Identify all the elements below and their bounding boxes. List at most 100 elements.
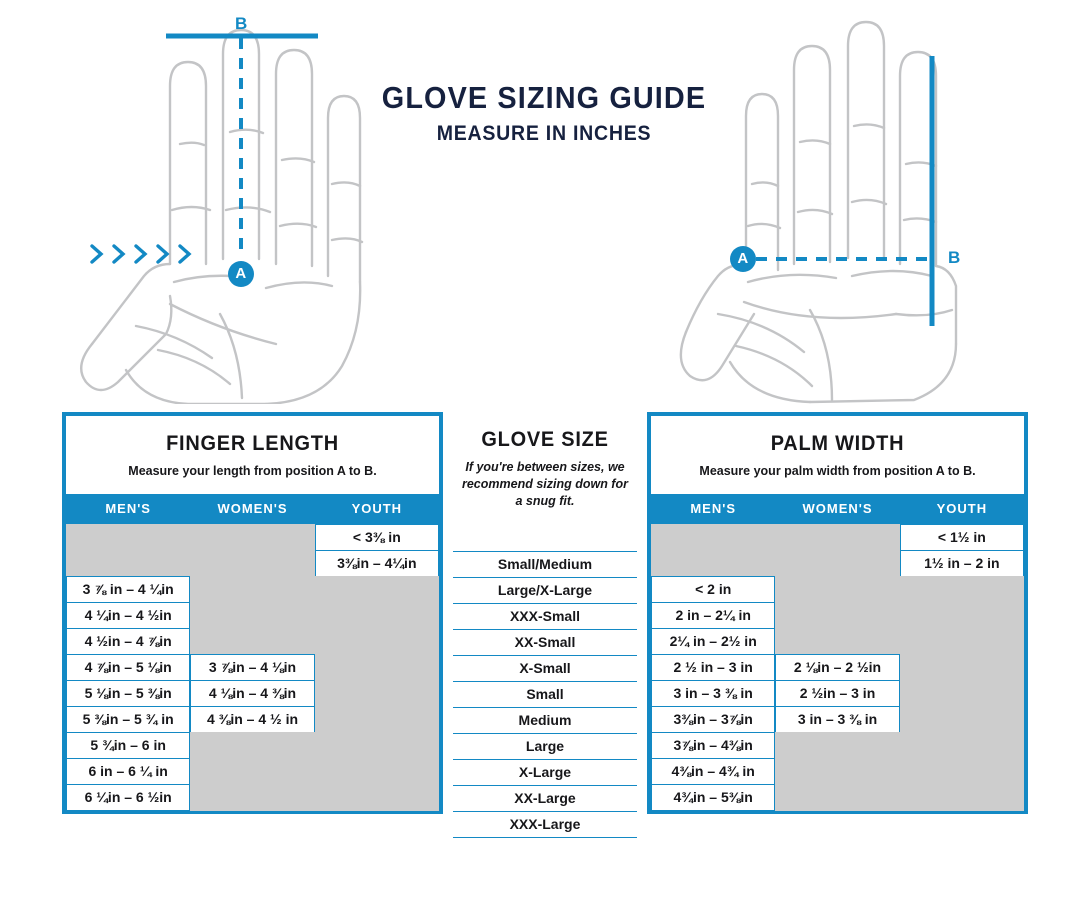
table-cell: X-Large	[452, 758, 638, 786]
table-cell: XX-Small	[452, 628, 638, 656]
table-cell-empty	[314, 731, 439, 759]
table-cell-empty	[66, 549, 191, 577]
table-cell: 3⅞in – 4⅜in	[651, 731, 776, 759]
finger-length-panel: FINGER LENGTH Measure your length from p…	[62, 412, 443, 814]
table-cell-empty	[651, 523, 776, 551]
table-cell-empty	[899, 783, 1024, 811]
palm-width-mens-column: < 2 in 2 in – 2¼ in 2¼ in – 2½ in 2 ½ in – …	[651, 523, 776, 811]
table-cell-empty	[899, 601, 1024, 629]
finger-length-title: FINGER LENGTH	[166, 432, 339, 455]
table-cell: 5 ⅛in – 5 ⅜in	[66, 679, 191, 707]
table-cell: 2 ⅛in – 2 ½in	[775, 653, 900, 681]
table-cell-empty	[190, 783, 315, 811]
table-cell: 3 ⅞ in – 4 ¼in	[66, 575, 191, 603]
glove-size-subtitle: If you're between sizes, we recommend si…	[461, 460, 628, 508]
table-cell-empty	[899, 679, 1024, 707]
palm-width-womens-column: 2 ⅛in – 2 ½in 2 ½in – 3 in 3 in – 3 ⅜ in	[775, 523, 900, 811]
table-cell-empty	[775, 627, 900, 655]
table-cell: 2¼ in – 2½ in	[651, 627, 776, 655]
marker-a-right: A	[730, 246, 756, 272]
col-header-youth: YOUTH	[351, 500, 403, 516]
table-cell-empty	[314, 757, 439, 785]
finger-length-womens-column: 3 ⅞in – 4 ⅛in 4 ⅛in – 4 ⅜in 4 ⅜in – 4 ½ in	[190, 523, 315, 811]
table-cell: < 3⅜ in	[314, 523, 439, 551]
table-cell-empty	[314, 601, 439, 629]
table-cell: 3⅜in – 4¼in	[314, 549, 439, 577]
table-cell-empty	[190, 549, 315, 577]
table-cell-empty	[899, 757, 1024, 785]
table-cell-empty	[314, 679, 439, 707]
finger-length-mens-column: 3 ⅞ in – 4 ¼in 4 ¼in – 4 ½in 4 ½in – 4 ⅞in…	[66, 523, 191, 811]
right-hand-svg	[679, 20, 958, 404]
table-cell-empty	[190, 731, 315, 759]
table-cell: 2 ½ in – 3 in	[651, 653, 776, 681]
glove-size-title: GLOVE SIZE	[481, 428, 609, 451]
table-cell: 4 ⅛in – 4 ⅜in	[190, 679, 315, 707]
table-cell: XXX-Large	[452, 810, 638, 838]
direction-chevrons	[90, 244, 192, 264]
table-cell-empty	[66, 523, 191, 551]
finger-length-youth-column: < 3⅜ in 3⅜in – 4¼in	[314, 523, 439, 811]
table-cell: 4 ¼in – 4 ½in	[66, 601, 191, 629]
table-cell: Small/Medium	[452, 550, 638, 578]
glove-size-grid: Small/Medium Large/X-Large XXX-Small XX-Sma…	[452, 550, 638, 838]
table-cell: 3⅜in – 3⅞in	[651, 705, 776, 733]
palm-width-panel: PALM WIDTH Measure your palm width from …	[647, 412, 1028, 814]
table-cell: XX-Large	[452, 784, 638, 812]
left-hand-svg	[80, 28, 364, 406]
table-cell-empty	[314, 783, 439, 811]
glove-size-caption: GLOVE SIZE If you're between sizes, we r…	[452, 412, 638, 520]
table-cell: Large	[452, 732, 638, 760]
finger-length-hand-illustration: A B	[70, 14, 370, 409]
table-cell: 1½ in – 2 in	[899, 549, 1024, 577]
col-header-womens: WOMEN'S	[217, 500, 288, 516]
table-cell: 4¾in – 5⅜in	[651, 783, 776, 811]
palm-width-grid: < 2 in 2 in – 2¼ in 2¼ in – 2½ in 2 ½ in – …	[647, 523, 1028, 814]
finger-length-grid: 3 ⅞ in – 4 ¼in 4 ¼in – 4 ½in 4 ½in – 4 ⅞in…	[62, 523, 443, 814]
col-header-mens: MEN'S	[690, 500, 736, 516]
table-cell-empty	[190, 575, 315, 603]
glove-size-column: Small/Medium Large/X-Large XXX-Small XX-Sma…	[452, 550, 638, 838]
table-cell-empty	[775, 523, 900, 551]
table-cell-empty	[190, 523, 315, 551]
table-cell: XXX-Small	[452, 602, 638, 630]
table-cell: 6 ¼in – 6 ½in	[66, 783, 191, 811]
col-header-mens: MEN'S	[105, 500, 151, 516]
palm-width-youth-column: < 1½ in 1½ in – 2 in	[899, 523, 1024, 811]
table-cell-empty	[899, 731, 1024, 759]
table-cell-empty	[775, 601, 900, 629]
finger-length-column-headers: MEN'S WOMEN'S YOUTH	[62, 493, 443, 524]
table-cell-empty	[775, 731, 900, 759]
table-cell-empty	[775, 757, 900, 785]
table-cell-empty	[899, 575, 1024, 603]
marker-b-left: B	[235, 14, 248, 33]
col-header-womens: WOMEN'S	[802, 500, 873, 516]
table-cell-empty	[314, 653, 439, 681]
sizing-tables: FINGER LENGTH Measure your length from p…	[62, 412, 1028, 838]
glove-size-header-spacer	[452, 519, 638, 551]
col-header-youth: YOUTH	[936, 500, 988, 516]
palm-width-title: PALM WIDTH	[770, 432, 905, 455]
table-cell: 3 ⅞in – 4 ⅛in	[190, 653, 315, 681]
table-cell-empty	[899, 705, 1024, 733]
table-cell: < 2 in	[651, 575, 776, 603]
table-cell-empty	[190, 757, 315, 785]
table-cell-empty	[314, 705, 439, 733]
table-cell: 2 ½in – 3 in	[775, 679, 900, 707]
marker-a-left: A	[228, 261, 254, 287]
table-cell: 5 ¾in – 6 in	[66, 731, 191, 759]
table-cell-empty	[314, 627, 439, 655]
palm-width-subtitle: Measure your palm width from position A …	[699, 464, 976, 478]
finger-length-caption: FINGER LENGTH Measure your length from p…	[66, 416, 439, 494]
palm-width-caption: PALM WIDTH Measure your palm width from …	[651, 416, 1024, 494]
table-cell: 6 in – 6 ¼ in	[66, 757, 191, 785]
table-cell-empty	[775, 575, 900, 603]
table-cell-empty	[775, 549, 900, 577]
table-cell: 3 in – 3 ⅜ in	[651, 679, 776, 707]
table-cell: 4 ⅜in – 4 ½ in	[190, 705, 315, 733]
table-cell: 3 in – 3 ⅜ in	[775, 705, 900, 733]
table-cell: Small	[452, 680, 638, 708]
table-cell-empty	[190, 601, 315, 629]
finger-length-subtitle: Measure your length from position A to B…	[128, 464, 377, 478]
